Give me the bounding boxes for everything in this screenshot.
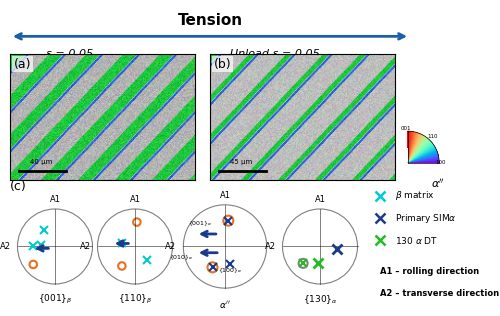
- Text: $\alpha''$: $\alpha''$: [430, 177, 444, 190]
- Text: A2: A2: [0, 242, 11, 251]
- Text: $\{001\}_\beta$: $\{001\}_\beta$: [38, 293, 72, 307]
- Text: (a): (a): [14, 58, 31, 70]
- Text: $\{100\}_{\alpha}$: $\{100\}_{\alpha}$: [218, 266, 242, 275]
- Text: $\{010\}_{\alpha}$: $\{010\}_{\alpha}$: [169, 253, 194, 262]
- Text: A1 – rolling direction: A1 – rolling direction: [380, 267, 479, 276]
- Text: $\alpha''$: $\alpha''$: [219, 299, 231, 310]
- Text: A1: A1: [50, 196, 60, 204]
- Text: 40 μm: 40 μm: [30, 159, 52, 165]
- Text: (b): (b): [214, 58, 232, 70]
- Text: A2: A2: [165, 242, 176, 251]
- Text: 100: 100: [436, 160, 446, 165]
- Text: $\{001\}_{\alpha}$: $\{001\}_{\alpha}$: [188, 219, 213, 228]
- Text: 001: 001: [401, 125, 411, 131]
- Text: A2: A2: [265, 242, 276, 251]
- Text: A1: A1: [220, 191, 230, 200]
- Text: ε = 0.05: ε = 0.05: [46, 49, 94, 59]
- Text: Tension: Tension: [178, 13, 242, 27]
- Text: 110: 110: [427, 134, 438, 139]
- Text: Unload ε = 0.05: Unload ε = 0.05: [230, 49, 320, 59]
- Text: (c): (c): [10, 180, 27, 193]
- Text: A2: A2: [80, 242, 91, 251]
- Text: A1: A1: [314, 196, 326, 204]
- Text: Primary SIM$\alpha$: Primary SIM$\alpha$: [395, 211, 456, 225]
- Text: 45 μm: 45 μm: [230, 159, 252, 165]
- Text: A2 – transverse direction: A2 – transverse direction: [380, 289, 499, 298]
- Text: $\beta$ matrix: $\beta$ matrix: [395, 189, 434, 203]
- Text: 130 $\alpha$ DT: 130 $\alpha$ DT: [395, 235, 438, 246]
- Text: A1: A1: [130, 196, 140, 204]
- Text: $\{130\}_{\alpha}$: $\{130\}_{\alpha}$: [302, 293, 338, 306]
- Text: $\{110\}_\beta$: $\{110\}_\beta$: [118, 293, 152, 307]
